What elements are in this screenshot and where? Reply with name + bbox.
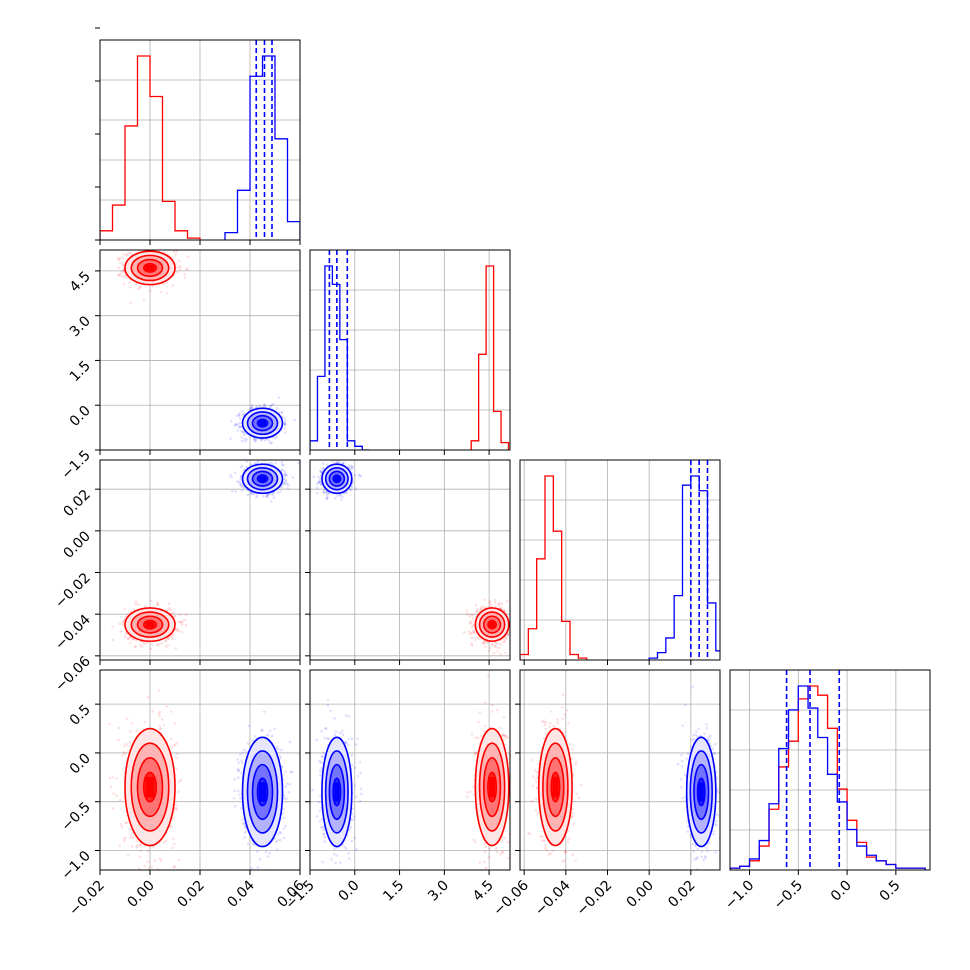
density-peak <box>489 776 496 798</box>
density-peak <box>145 776 155 798</box>
x-tick-label: −1.0 <box>722 878 757 913</box>
y-tick-label: 0.0 <box>67 750 94 777</box>
histogram-blue <box>648 475 720 660</box>
panel-1-0 <box>95 249 301 455</box>
y-tick-label: 0.0 <box>67 403 94 430</box>
x-tick-label: 0.02 <box>665 878 698 911</box>
panel-3-0 <box>95 669 301 875</box>
panel-data <box>310 460 510 656</box>
histogram-blue <box>730 685 926 870</box>
grid <box>100 250 300 450</box>
x-tick-label: 0.04 <box>224 877 257 910</box>
x-tick-label: 0.0 <box>828 878 855 905</box>
panel-data <box>100 40 300 240</box>
y-tick-label: 1.5 <box>67 358 94 385</box>
density-peak <box>259 420 266 426</box>
panel-3-1 <box>305 669 511 875</box>
x-tick-label: 0.5 <box>877 878 904 905</box>
panel-frame <box>309 459 511 661</box>
panel-frame <box>519 459 721 661</box>
x-tick-label: 0.02 <box>174 878 207 911</box>
panel-data <box>520 460 720 660</box>
histogram-red <box>470 265 510 450</box>
y-tick-label: 4.5 <box>67 268 94 295</box>
panel-data <box>311 675 510 870</box>
grid <box>100 40 300 240</box>
density-peak <box>259 476 266 482</box>
panels-layer <box>95 27 931 875</box>
panel-data <box>108 689 294 870</box>
histogram-red <box>100 55 201 240</box>
x-tick-label: 0.00 <box>124 878 157 911</box>
density-peak <box>145 264 155 271</box>
x-tick-label: 0.00 <box>624 878 657 911</box>
grid <box>520 460 720 660</box>
panel-data <box>310 250 510 450</box>
histogram-blue <box>224 55 300 240</box>
y-tick-label: 0.5 <box>67 702 94 729</box>
density-peak <box>698 782 704 802</box>
x-tick-label: 4.5 <box>470 878 497 905</box>
grid <box>310 250 510 450</box>
x-tick-label: −0.02 <box>574 878 616 920</box>
panel-1-1 <box>309 249 511 455</box>
histogram-blue <box>310 265 370 450</box>
density-peak <box>334 476 340 482</box>
density-peak <box>145 621 155 628</box>
panel-frame <box>309 669 511 871</box>
x-tick-label: 1.5 <box>380 878 407 905</box>
grid <box>730 670 930 870</box>
panel-0-0 <box>95 27 301 245</box>
x-tick-label: −0.5 <box>771 878 806 913</box>
y-tick-label: −0.04 <box>52 612 94 654</box>
panel-data <box>527 685 720 870</box>
y-tick-label: −1.5 <box>58 448 93 483</box>
x-tick-label: −1.5 <box>282 878 317 913</box>
panel-frame <box>519 669 721 871</box>
density-peak <box>552 776 559 798</box>
density-peak <box>259 782 266 802</box>
density-peak <box>489 621 496 628</box>
panel-2-1 <box>305 459 511 665</box>
panel-3-3 <box>729 669 931 875</box>
x-tick-label: −0.04 <box>532 877 574 919</box>
y-tick-label: 0.02 <box>60 487 93 520</box>
density-peak <box>334 782 340 802</box>
panel-2-2 <box>519 459 721 665</box>
x-tick-label: −0.02 <box>66 878 108 920</box>
panel-frame <box>729 669 931 871</box>
panel-frame <box>309 249 511 451</box>
panel-data <box>730 670 926 870</box>
y-tick-label: −1.0 <box>58 848 93 883</box>
y-tick-label: −0.5 <box>58 799 93 834</box>
x-tick-label: −0.06 <box>490 877 532 919</box>
panel-data <box>100 250 296 445</box>
y-tick-label: −0.02 <box>52 570 94 612</box>
panel-3-2 <box>515 669 721 875</box>
y-tick-label: −0.06 <box>52 653 94 695</box>
panel-2-0 <box>95 459 301 665</box>
x-tick-label: 3.0 <box>425 878 452 905</box>
panel-data <box>111 460 300 651</box>
y-tick-label: 3.0 <box>67 313 94 340</box>
y-tick-label: 0.00 <box>60 528 93 561</box>
x-tick-label: 0.0 <box>336 878 363 905</box>
histogram-red <box>520 475 588 660</box>
